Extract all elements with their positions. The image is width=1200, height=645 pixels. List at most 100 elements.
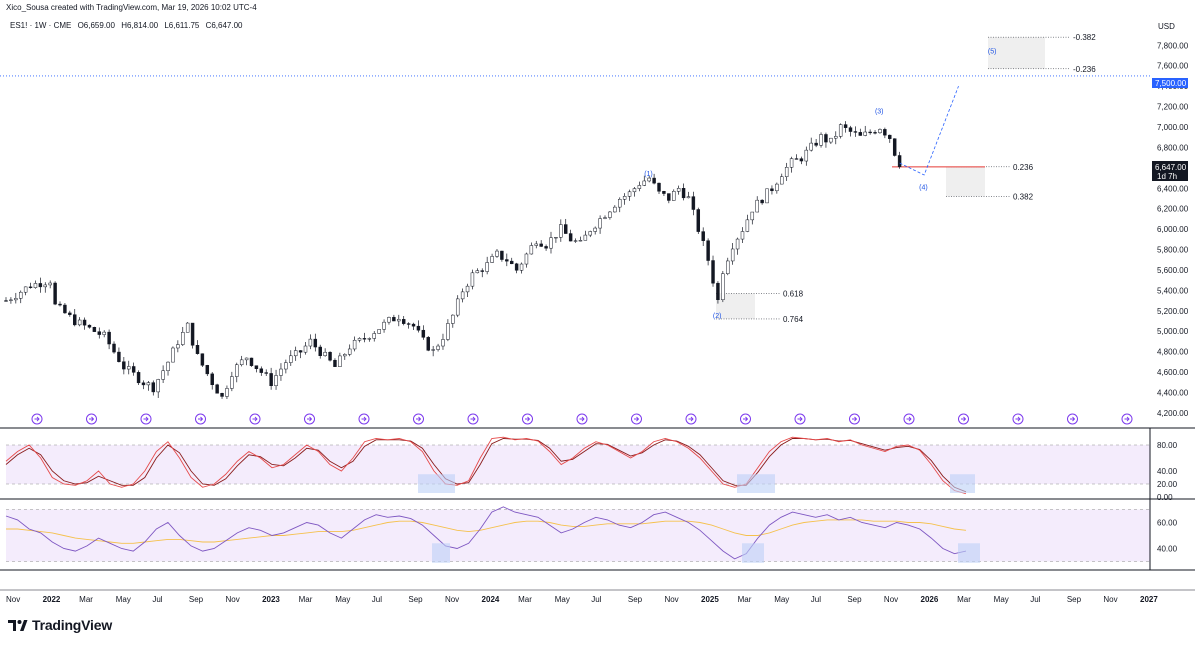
candle-bull — [735, 238, 740, 250]
x-tick-label: Jul — [1030, 595, 1040, 604]
x-tick-label: Mar — [79, 595, 93, 604]
candle-bear — [564, 224, 568, 234]
candle-bear — [873, 132, 877, 134]
candle-bear — [883, 129, 887, 136]
candle-bull — [343, 354, 347, 357]
event-arrow-icon — [89, 416, 95, 422]
candle-bear — [215, 384, 219, 394]
countdown-label: 1d 7h — [1157, 172, 1177, 181]
y-tick-label: 7,600.00 — [1157, 62, 1189, 71]
candle-bear — [568, 233, 573, 242]
candle-bear — [269, 373, 273, 387]
candle-bull — [686, 196, 691, 199]
x-tick-label: Jul — [591, 595, 601, 604]
event-arrow-icon — [852, 416, 858, 422]
candle-bear — [799, 158, 804, 162]
chart-credit: Xico_Sousa created with TradingView.com,… — [6, 3, 257, 12]
target-price-tag — [1152, 78, 1188, 88]
candle-bear — [691, 196, 696, 210]
symbol-info: ES1! · 1W · CME O6,659.00 H6,814.00 L6,6… — [10, 21, 247, 30]
osc-tick-label: 20.00 — [1157, 480, 1178, 489]
price-tags-layer: 7,500.00 6,647.00 1d 7h — [1152, 78, 1188, 181]
candle-bear — [794, 158, 799, 160]
candle-bull — [475, 270, 480, 274]
tradingview-logo-icon — [8, 620, 28, 631]
event-arrow-icon — [579, 416, 585, 422]
candle-bull — [637, 185, 642, 189]
candle-bull — [765, 188, 769, 204]
candle-bull — [460, 291, 465, 300]
candle-bull — [323, 351, 327, 357]
candle-bear — [63, 304, 67, 314]
x-tick-label: Mar — [957, 595, 971, 604]
event-arrow-icon — [797, 416, 803, 422]
fib-label: 0.764 — [783, 315, 804, 324]
candle-bear — [210, 373, 214, 385]
x-tick-label: May — [555, 595, 570, 604]
ohlc-close: C6,647.00 — [205, 21, 243, 30]
oversold-highlight — [742, 543, 764, 563]
candle-bull — [470, 272, 475, 287]
candle-bull — [598, 218, 602, 229]
candle-bear — [681, 188, 686, 199]
tradingview-logo[interactable]: TradingView — [8, 617, 112, 633]
candle-bull — [789, 158, 794, 168]
candle-bull — [357, 338, 362, 341]
currency-label[interactable]: USD — [1158, 22, 1175, 31]
osc-tick-label: 40.00 — [1157, 467, 1178, 476]
candle-bull — [397, 319, 401, 322]
candle-bull — [431, 349, 435, 351]
candle-bull — [284, 362, 288, 370]
candle-bull — [775, 183, 779, 192]
candle-bear — [220, 393, 224, 397]
candle-bull — [549, 237, 553, 249]
candle-bull — [372, 333, 376, 339]
x-tick-label: Sep — [408, 595, 423, 604]
candle-bear — [318, 346, 322, 357]
candle-bull — [740, 231, 745, 240]
candle-bear — [298, 350, 303, 353]
event-arrow-icon — [634, 416, 640, 422]
candle-bull — [455, 298, 460, 316]
candle-bear — [328, 351, 332, 361]
candle-bear — [136, 372, 141, 384]
fib-label: 0.618 — [783, 289, 804, 298]
candle-bull — [863, 131, 867, 136]
x-tick-label: 2025 — [701, 595, 719, 604]
candle-bull — [347, 348, 352, 355]
x-tick-label: Nov — [1103, 595, 1117, 604]
candle-bear — [701, 231, 705, 241]
brand-name: TradingView — [32, 617, 113, 633]
candle-bear — [770, 188, 774, 192]
candle-bear — [259, 368, 264, 373]
y-tick-label: 5,400.00 — [1157, 286, 1189, 295]
candle-bull — [745, 219, 750, 232]
symbol-name[interactable]: ES1! · 1W · CME — [10, 21, 72, 30]
ohlc-low: L6,611.75 — [164, 21, 200, 30]
candle-bull — [622, 196, 627, 200]
candle-bear — [843, 124, 848, 128]
target-price-label: 7,500.00 — [1155, 79, 1187, 88]
fib-zone-wave4 — [946, 166, 985, 197]
candle-bear — [509, 260, 514, 265]
candle-bull — [672, 191, 676, 201]
candle-bull — [156, 379, 160, 393]
x-tick-label: May — [335, 595, 350, 604]
rsi-ma-line — [6, 519, 967, 544]
candle-bull — [838, 124, 843, 137]
candle-bull — [352, 339, 357, 350]
x-tick-label: Jul — [152, 595, 162, 604]
candle-bear — [716, 282, 720, 300]
candle-bull — [293, 350, 298, 357]
candle-bull — [446, 323, 450, 340]
wave-label: (5) — [988, 48, 997, 55]
candle-bull — [593, 227, 597, 232]
event-arrow-icon — [307, 416, 313, 422]
candle-bull — [185, 322, 190, 333]
candle-bear — [480, 270, 484, 272]
candle-bull — [451, 314, 455, 324]
annotation-layer: (1) (2) (3) (4) (5) — [644, 48, 996, 319]
event-arrow-icon — [470, 416, 476, 422]
candle-bear — [514, 263, 519, 271]
